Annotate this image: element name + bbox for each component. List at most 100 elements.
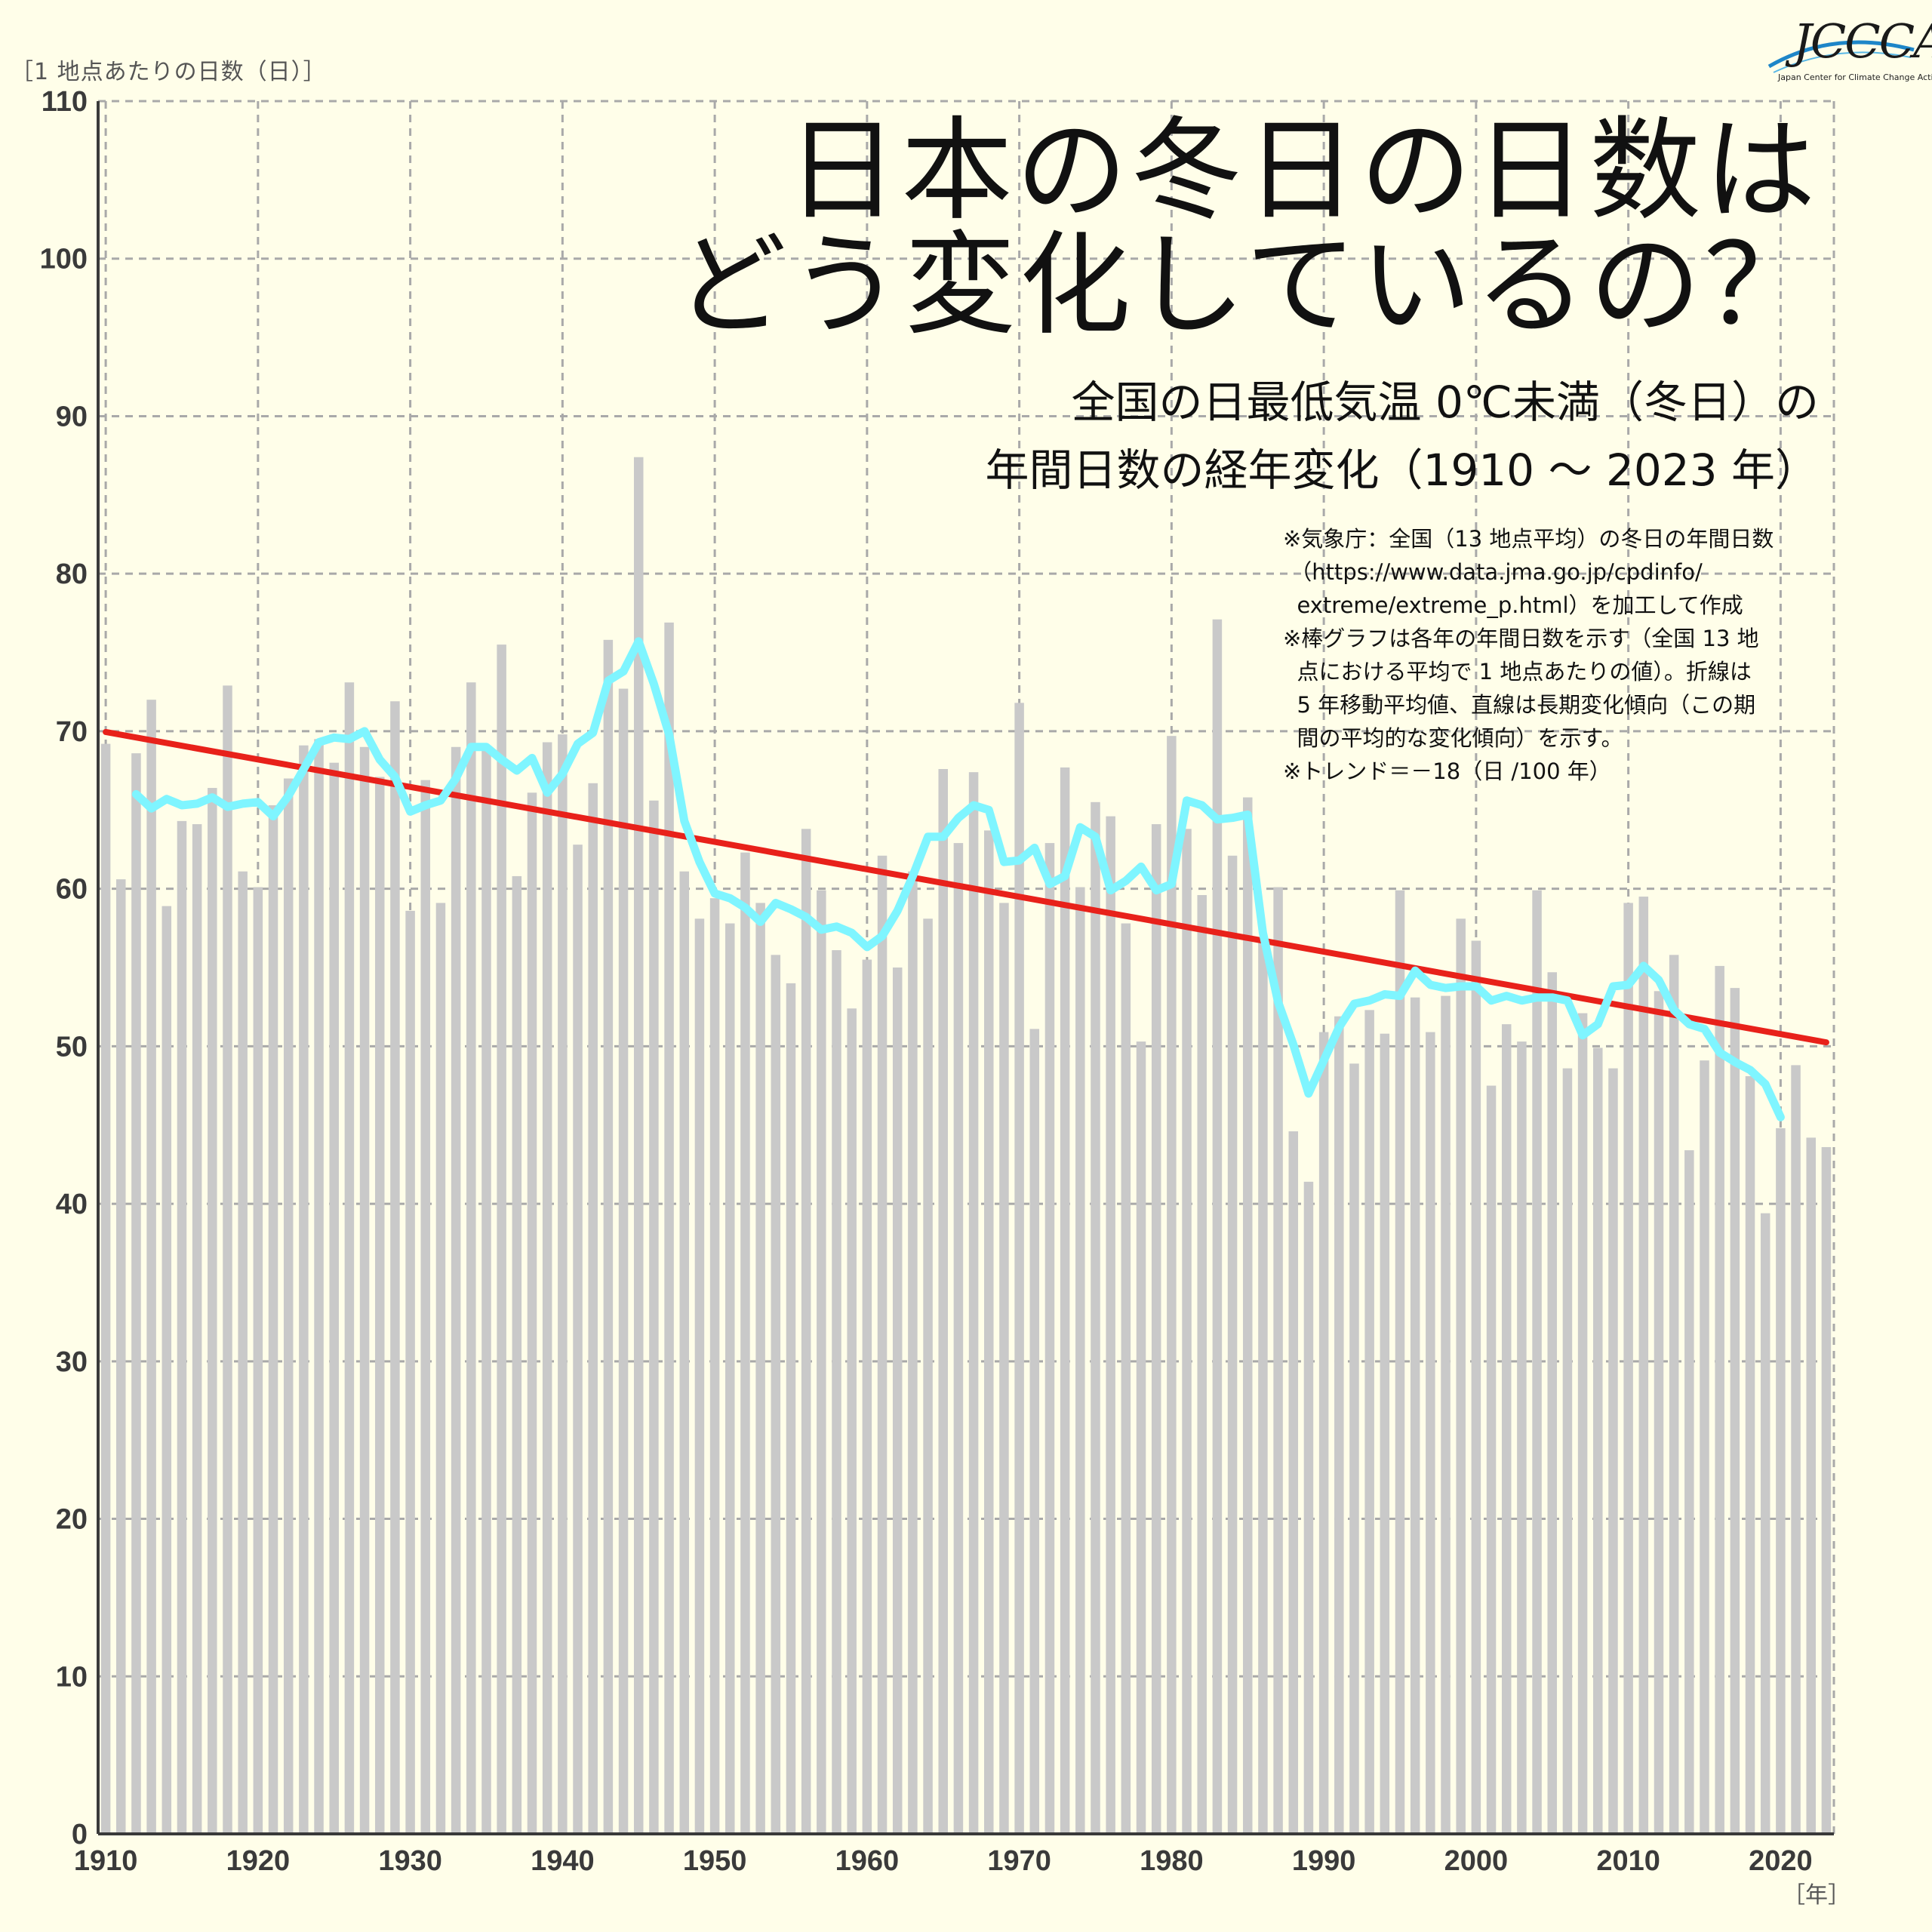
bar-1971 [1029,1029,1040,1834]
bar-1950 [709,898,720,1834]
bar-1969 [999,903,1009,1834]
axes [97,101,1834,1835]
bar-1920 [253,887,263,1834]
y-tick-label: 110 [42,86,88,118]
chart-subtitle-line-2: 年間日数の経年変化（1910 ～ 2023 年） [985,445,1819,496]
bar-1955 [786,983,796,1834]
bar-1948 [679,871,690,1834]
bar-1917 [208,788,217,1834]
note-trend: ※トレンド＝－18（日 /100 年） [1283,758,1611,784]
y-tick-label: 30 [56,1346,88,1378]
bar-1990 [1318,1032,1329,1834]
bar-1933 [451,746,461,1835]
bar-1937 [512,875,522,1834]
y-tick-label: 80 [56,558,88,590]
bar-1978 [1136,1041,1146,1834]
line-series [103,637,1829,1121]
bar-2012 [1654,991,1664,1834]
bar-1965 [938,769,948,1834]
y-tick-label: 20 [56,1504,88,1536]
bar-2021 [1791,1065,1801,1834]
bar-1997 [1426,1032,1435,1834]
chart-title-line-2: どう変化しているの？ [675,220,1819,350]
bar-1918 [223,685,232,1834]
bar-1940 [558,734,568,1834]
bar-1963 [908,871,918,1834]
x-tick-label: 1930 [378,1845,442,1877]
bar-2008 [1593,1048,1603,1834]
bar-1929 [390,701,400,1834]
bar-1988 [1288,1131,1299,1834]
bar-1954 [771,955,781,1834]
bar-1970 [1014,703,1024,1835]
bar-1930 [405,910,415,1834]
bar-1984 [1227,855,1238,1834]
bar-2010 [1623,903,1633,1834]
logo-arc-icon [1767,40,1915,73]
bar-1926 [344,682,355,1834]
bar-1981 [1182,829,1192,1834]
title-block: 日本の冬日の日数は どう変化しているの？ 全国の日最低気温 0℃未満（冬日）の … [611,113,1819,504]
x-tick-label: 2020 [1749,1845,1813,1877]
bar-1993 [1364,1010,1374,1834]
bar-1938 [527,792,537,1834]
bar-1915 [177,820,187,1834]
bar-1995 [1395,890,1405,1834]
bar-1977 [1121,923,1131,1834]
bar-1952 [740,852,750,1834]
x-axis-label: ［年］ [1783,1882,1850,1909]
bar-2005 [1547,972,1558,1834]
x-tick-label: 1920 [226,1845,291,1877]
bar-2019 [1760,1213,1770,1834]
bar-2014 [1684,1150,1694,1834]
bar-2009 [1608,1068,1618,1834]
bar-1916 [192,824,202,1834]
x-tick-label: 2000 [1444,1845,1509,1877]
x-tick-label: 1950 [683,1845,747,1877]
source-notes: ※気象庁：全国（13 地点平均）の冬日の年間日数 （https://www.da… [1283,522,1857,788]
bar-1921 [268,805,278,1834]
bar-1957 [817,890,826,1834]
y-tick-label: 90 [56,401,88,432]
bar-1987 [1273,887,1283,1834]
bar-1947 [664,622,674,1835]
bar-2004 [1532,890,1542,1834]
bar-1910 [100,743,111,1834]
bar-1983 [1212,619,1223,1835]
bar-1972 [1044,843,1055,1834]
bar-2003 [1517,1041,1527,1834]
x-tick-label: 1980 [1140,1845,1204,1877]
bar-1939 [542,742,552,1834]
bar-1911 [116,879,126,1834]
y-tick-label: 100 [40,244,88,275]
bar-2013 [1669,955,1679,1834]
x-tick-label: 1990 [1292,1845,1356,1877]
x-tick-label: 2010 [1596,1845,1660,1877]
jccca-logo[interactable]: JCCCA Japan Center for Climate Change Ac… [1766,14,1932,89]
bar-2018 [1745,1076,1755,1834]
y-tick-label: 50 [56,1031,88,1063]
bar-1961 [877,855,888,1834]
bar-1923 [299,745,309,1834]
bar-1980 [1167,736,1177,1834]
bar-1982 [1197,894,1207,1834]
bar-1979 [1151,824,1161,1834]
y-tick-label: 10 [56,1661,88,1693]
bar-2002 [1501,1024,1512,1834]
note-source: ※気象庁：全国（13 地点平均）の冬日の年間日数 （https://www.da… [1283,526,1774,618]
bar-1973 [1060,767,1070,1834]
bar-2020 [1776,1128,1786,1834]
bar-1962 [892,968,903,1834]
bar-1913 [146,700,156,1835]
trend-line [103,728,1829,1046]
logo-text: JCCCA [1793,14,1932,69]
bar-1985 [1242,797,1253,1834]
bar-1914 [162,906,172,1834]
bar-1989 [1303,1181,1314,1834]
x-tick-label: 1960 [835,1845,900,1877]
bar-1912 [131,753,141,1835]
bar-series [100,457,1832,1835]
bar-1945 [633,457,644,1834]
bar-1936 [497,645,506,1834]
bar-1931 [420,780,431,1834]
